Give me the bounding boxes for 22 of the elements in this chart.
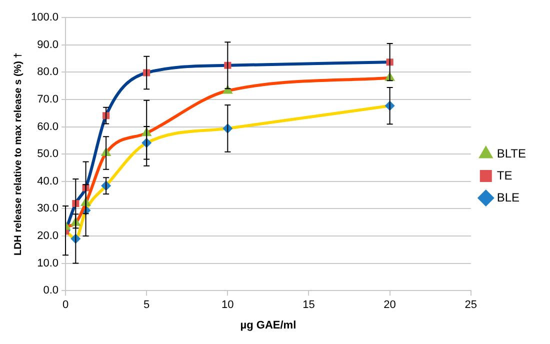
x-tick-label: 5	[144, 299, 150, 312]
x-tick-label: 15	[302, 299, 315, 312]
y-tick-label: 0.0	[43, 284, 59, 297]
x-tick-label: 20	[384, 299, 396, 312]
y-tick-label: 20.0	[37, 230, 59, 242]
y-tick-label: 100.0	[30, 12, 59, 24]
y-tick-label: 60.0	[37, 120, 59, 133]
x-axis-title: µg GAE/ml	[240, 319, 296, 332]
legend-label: BLE	[496, 190, 520, 204]
y-axis-title: LDH release relative to max release s (%) †	[12, 52, 24, 256]
legend-label: BLTE	[496, 146, 526, 160]
y-tick-label: 70.0	[37, 94, 59, 106]
y-tick-label: 80.0	[37, 66, 59, 78]
y-tick-label: 90.0	[37, 38, 59, 51]
x-tick-label: 25	[464, 299, 478, 312]
y-tick-label: 50.0	[37, 148, 59, 160]
x-tick-label: 0	[62, 299, 69, 312]
y-tick-label: 10.0	[37, 257, 59, 270]
x-tick-label: 10	[222, 299, 234, 312]
y-tick-label: 40.0	[37, 175, 59, 188]
y-tick-label: 30.0	[37, 202, 59, 215]
legend-label: TE	[496, 168, 512, 182]
